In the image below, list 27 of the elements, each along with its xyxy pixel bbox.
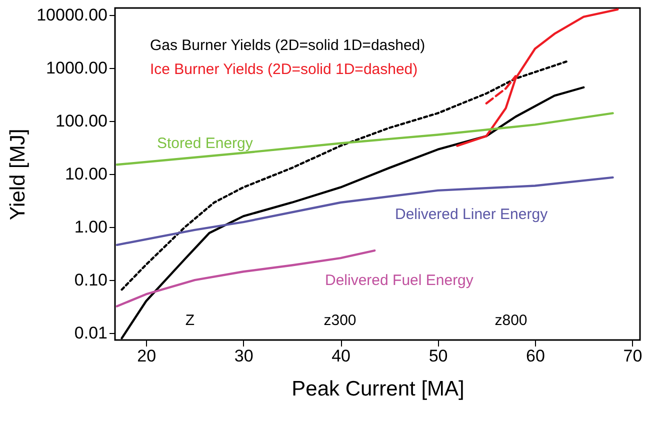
y-tick-label: 100.00 (56, 111, 108, 130)
series-label: Stored Energy (157, 135, 254, 152)
series-label: Delivered Liner Energy (395, 206, 548, 223)
y-tick-label: 10.00 (64, 164, 108, 184)
y-tick-label: 10000.00 (36, 5, 108, 24)
x-tick-label: 60 (526, 346, 545, 366)
line-series (456, 8, 619, 147)
annotation: z300 (324, 312, 356, 329)
x-tick-label: 40 (332, 346, 351, 366)
line-series (116, 112, 614, 166)
y-axis-title: Yield [MJ] (6, 128, 30, 220)
annotation: Z (185, 312, 195, 329)
x-tick-label: 20 (137, 346, 156, 366)
y-tick-label: 0.01 (74, 324, 108, 343)
annotation: z800 (494, 312, 528, 329)
x-tick-label: 30 (234, 346, 254, 366)
line-series (120, 60, 570, 291)
y-tick-label: 1000.00 (46, 58, 108, 78)
y-tick-label: 1.00 (74, 218, 108, 237)
x-tick-label: 70 (623, 346, 642, 366)
text: Ice Burner Yields (2D=solid 1D=dashed) (150, 61, 418, 78)
text: Gas Burner Yields (2D=solid 1D=dashed) (150, 37, 426, 54)
x-axis-title: Peak Current [MA] (292, 378, 464, 400)
x-tick-label: 50 (428, 346, 448, 366)
series-label: Delivered Fuel Energy (325, 272, 474, 289)
line-series (116, 176, 614, 246)
y-tick-label: 0.10 (74, 270, 108, 290)
